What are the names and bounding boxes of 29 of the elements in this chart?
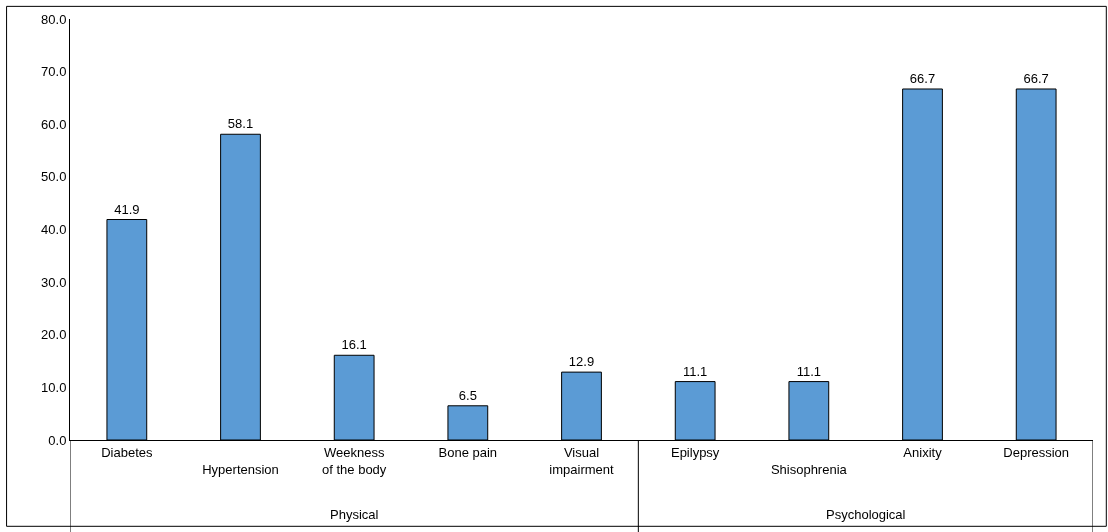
data-label: 66.7 <box>909 70 936 86</box>
y-tick-label: 20.0 <box>41 327 67 343</box>
y-tick-label: 40.0 <box>41 222 67 238</box>
y-tick-label: 0.0 <box>48 432 67 448</box>
x-tick-label: Weekness of the body <box>322 444 387 477</box>
data-label: 11.1 <box>683 363 708 379</box>
y-tick-label: 70.0 <box>41 64 67 80</box>
y-tick-label: 60.0 <box>41 116 67 132</box>
y-tick-label: 50.0 <box>41 169 67 185</box>
x-tick-label: Visual impairment <box>549 444 615 477</box>
y-tick-label: 10.0 <box>41 379 67 395</box>
text: Physical <box>330 507 379 522</box>
text: Psychological <box>826 507 906 522</box>
data-label: 41.9 <box>114 201 140 217</box>
data-label: 12.9 <box>568 354 595 370</box>
x-tick-label: Epilypsy <box>670 444 720 460</box>
x-tick-label: Hypertension <box>202 461 279 477</box>
data-label: 58.1 <box>227 116 254 132</box>
data-label: 16.1 <box>341 337 367 353</box>
y-tick-label: 80.0 <box>41 11 67 27</box>
x-tick-label: Depression <box>1003 444 1070 460</box>
data-label: 66.7 <box>1023 70 1049 86</box>
x-tick-label: Shisophrenia <box>770 461 848 477</box>
x-tick-label: Bone pain <box>438 444 498 460</box>
data-label: 11.1 <box>796 363 822 379</box>
data-label: 6.5 <box>458 387 477 403</box>
x-tick-label: Anixity <box>903 444 943 460</box>
y-tick-label: 30.0 <box>41 274 67 290</box>
x-tick-label: Diabetes <box>101 444 153 460</box>
